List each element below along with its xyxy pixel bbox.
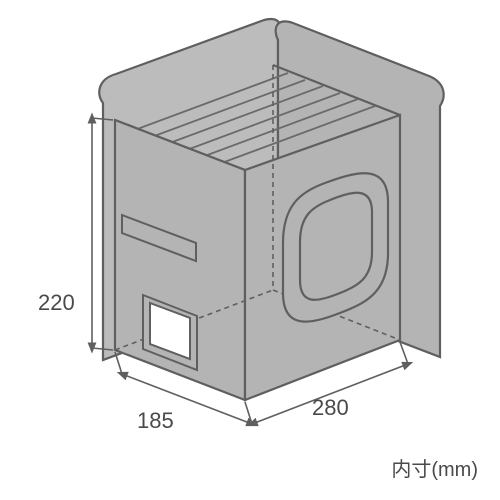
dimension-diagram: 220 185 280 内寸(mm)	[0, 0, 500, 500]
label-width: 280	[312, 395, 349, 421]
diagram-svg	[0, 0, 500, 500]
label-depth: 185	[137, 408, 174, 434]
caption: 内寸(mm)	[391, 453, 478, 482]
label-height: 220	[38, 290, 75, 316]
